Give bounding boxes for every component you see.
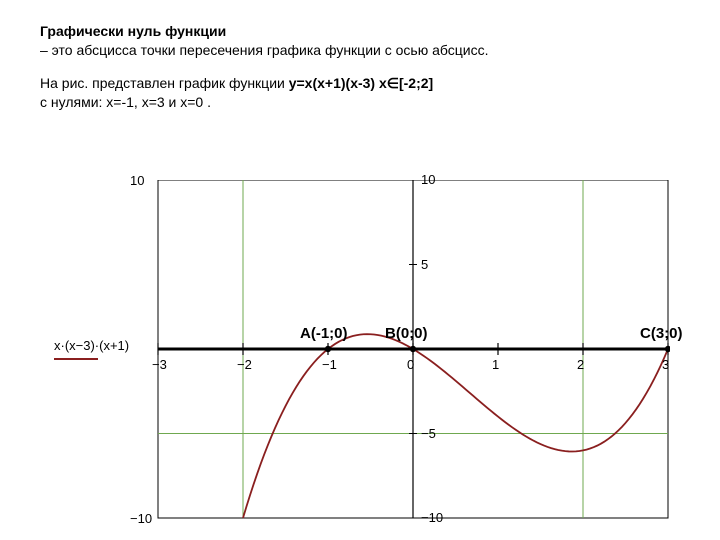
x-tick-label: −2 (237, 357, 252, 372)
y-tick-label: 5 (421, 257, 428, 272)
title: Графически нуль функции (40, 23, 226, 39)
definition-line: – это абсцисса точки пересечения графика… (40, 41, 680, 60)
description-block: Графически нуль функции – это абсцисса т… (40, 22, 680, 112)
x-tick-label: 2 (577, 357, 584, 372)
zero-point-label-B: В(0;0) (385, 325, 428, 342)
y-tick-label: −10 (421, 510, 443, 525)
zero-point-label-C: С(3;0) (640, 325, 683, 342)
x-tick-label: 3 (662, 357, 669, 372)
caption-line-2: с нулями: х=-1, х=3 и х=0 . (40, 93, 680, 112)
x-tick-label: −3 (152, 357, 167, 372)
chart: 10−10 x·(x−3)·(x+1) −3−2−10123−10−5510 A… (60, 180, 668, 518)
x-tick-label: 0 (407, 357, 414, 372)
x-tick-label: −1 (322, 357, 337, 372)
title-line: Графически нуль функции (40, 22, 680, 41)
y-tick-label: −5 (421, 426, 436, 441)
zero-point-label-A: A(-1;0) (300, 325, 348, 342)
y-tick-label: 10 (421, 172, 435, 187)
caption-line-1: На рис. представлен график функции у=х(х… (40, 74, 680, 93)
plot-area (60, 180, 670, 520)
x-tick-label: 1 (492, 357, 499, 372)
